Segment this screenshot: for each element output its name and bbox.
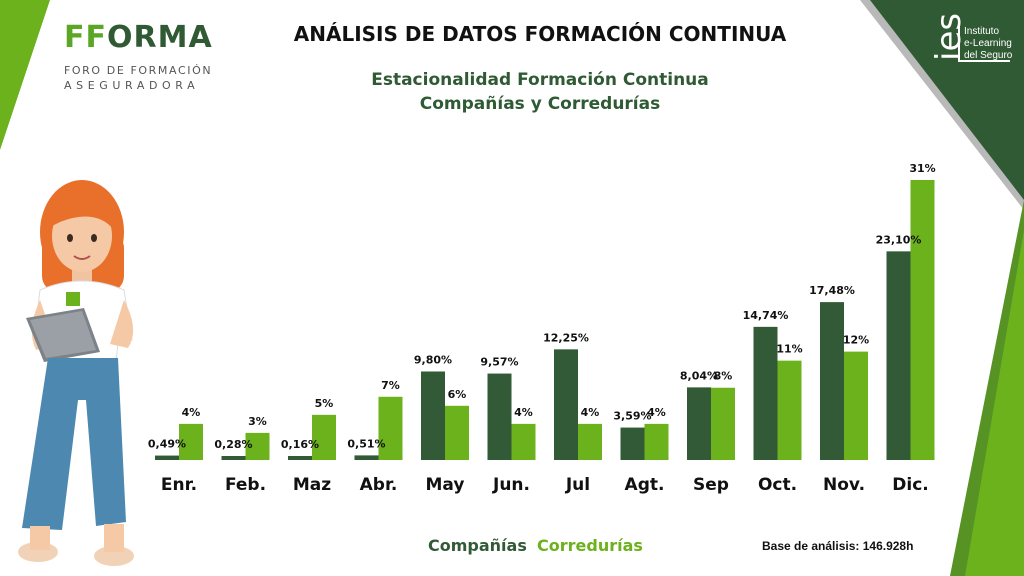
value-label-companias-4: 0,51% bbox=[347, 437, 385, 450]
value-label-companias-11: 17,48% bbox=[809, 284, 855, 297]
ies-line-1: Instituto bbox=[964, 26, 1000, 37]
logo-part-2: ORMA bbox=[107, 20, 213, 55]
value-label-companias-1: 0,49% bbox=[148, 438, 186, 451]
category-label-4: Abr. bbox=[360, 475, 398, 495]
fforma-logo: FFORMA bbox=[64, 20, 213, 55]
value-label-corredurias-10: 11% bbox=[776, 343, 802, 356]
value-label-corredurias-2: 3% bbox=[248, 415, 267, 428]
legend-item-corredurias: Corredurías bbox=[537, 536, 643, 555]
value-label-companias-10: 14,74% bbox=[743, 309, 789, 322]
value-label-corredurias-6: 4% bbox=[514, 406, 533, 419]
value-label-companias-12: 23,10% bbox=[876, 233, 922, 246]
bar-companias-6 bbox=[487, 373, 512, 460]
value-label-corredurias-4: 7% bbox=[381, 379, 400, 392]
value-label-companias-9: 8,04% bbox=[680, 369, 718, 382]
bar-companias-10 bbox=[753, 326, 778, 460]
value-label-companias-2: 0,28% bbox=[214, 438, 252, 451]
bar-corredurias-7 bbox=[578, 423, 602, 460]
ies-logo-line-vertical bbox=[958, 18, 960, 62]
chart-title-block: Estacionalidad Formación Continua Compañ… bbox=[320, 68, 760, 116]
bar-corredurias-1 bbox=[179, 423, 203, 460]
bar-companias-11 bbox=[820, 302, 844, 460]
value-label-corredurias-5: 6% bbox=[448, 388, 467, 401]
bar-corredurias-3 bbox=[312, 414, 336, 460]
bar-corredurias-5 bbox=[445, 405, 469, 460]
category-label-5: May bbox=[426, 475, 465, 495]
right-stripe-shadow bbox=[950, 200, 1024, 576]
value-label-companias-8: 3,59% bbox=[613, 410, 651, 423]
logo-part-1: FF bbox=[64, 20, 107, 55]
ies-logo-text: Instituto e-Learning del Seguro bbox=[964, 26, 1012, 62]
bar-corredurias-8 bbox=[644, 423, 669, 460]
bar-corredurias-11 bbox=[844, 351, 868, 460]
value-label-corredurias-8: 4% bbox=[647, 406, 666, 419]
category-label-12: Dic. bbox=[892, 475, 928, 495]
bar-companias-5 bbox=[421, 371, 445, 460]
bar-companias-1 bbox=[155, 455, 179, 460]
chart-bars bbox=[155, 180, 935, 460]
category-label-7: Jul bbox=[565, 475, 590, 495]
category-label-3: Maz bbox=[293, 475, 331, 495]
bar-corredurias-4 bbox=[378, 396, 403, 460]
bar-corredurias-9 bbox=[711, 387, 735, 460]
bar-corredurias-12 bbox=[910, 180, 935, 460]
bar-companias-12 bbox=[886, 251, 911, 460]
top-right-green-panel bbox=[870, 0, 1024, 200]
page-title: ANÁLISIS DE DATOS FORMACIÓN CONTINUA bbox=[293, 22, 787, 46]
bar-companias-9 bbox=[687, 387, 711, 460]
ies-line-2: e-Learning bbox=[964, 38, 1012, 49]
right-green-stripe bbox=[950, 200, 1024, 576]
ies-logo-line-horizontal bbox=[958, 60, 1010, 62]
value-label-companias-3: 0,16% bbox=[281, 438, 319, 451]
category-label-11: Nov. bbox=[823, 475, 865, 495]
logo-tagline-1: FORO DE FORMACIÓN bbox=[64, 64, 213, 77]
chart-title: Estacionalidad Formación Continua bbox=[371, 70, 709, 90]
bar-corredurias-2 bbox=[245, 432, 270, 460]
value-label-corredurias-1: 4% bbox=[182, 406, 201, 419]
category-label-2: Feb. bbox=[225, 475, 266, 495]
category-label-9: Sep bbox=[693, 475, 729, 495]
bar-companias-4 bbox=[354, 455, 379, 460]
bar-corredurias-6 bbox=[511, 423, 536, 460]
value-label-corredurias-7: 4% bbox=[581, 406, 600, 419]
value-label-corredurias-3: 5% bbox=[315, 397, 334, 410]
top-left-accent bbox=[0, 0, 50, 150]
category-label-8: Agt. bbox=[625, 475, 665, 495]
value-label-corredurias-12: 31% bbox=[909, 162, 935, 175]
value-label-corredurias-9: 8% bbox=[714, 370, 733, 383]
value-label-companias-7: 12,25% bbox=[543, 331, 589, 344]
chart-value-labels: 0,49% 4% 0,28% 3% 0,16% 5% 0,51% 7% 9,80% 6% 9,57%… bbox=[148, 162, 936, 451]
value-label-companias-5: 9,80% bbox=[414, 353, 452, 366]
bar-companias-7 bbox=[554, 349, 578, 460]
chart-subtitle: Compañías y Corredurías bbox=[419, 94, 661, 114]
chart-category-labels: Enr. Feb. Maz Abr. May Jun. Jul Agt. Sep Oct. Nov.… bbox=[161, 475, 929, 495]
ies-line-3: del Seguro bbox=[964, 50, 1013, 61]
logo-tagline-2: ASEGURADORA bbox=[64, 79, 200, 92]
analysis-base-note: Base de análisis: 146.928h bbox=[762, 539, 914, 553]
bar-companias-8 bbox=[620, 427, 645, 460]
bar-companias-2 bbox=[221, 456, 246, 460]
category-label-10: Oct. bbox=[758, 475, 797, 495]
category-label-6: Jun. bbox=[492, 475, 530, 495]
value-label-corredurias-11: 12% bbox=[843, 334, 869, 347]
woman-with-tablet-icon bbox=[18, 180, 134, 566]
value-label-companias-6: 9,57% bbox=[480, 356, 518, 369]
legend-item-companias: Compañías bbox=[428, 536, 527, 555]
bar-corredurias-10 bbox=[777, 360, 802, 460]
category-label-1: Enr. bbox=[161, 475, 197, 495]
bar-companias-3 bbox=[288, 456, 312, 460]
